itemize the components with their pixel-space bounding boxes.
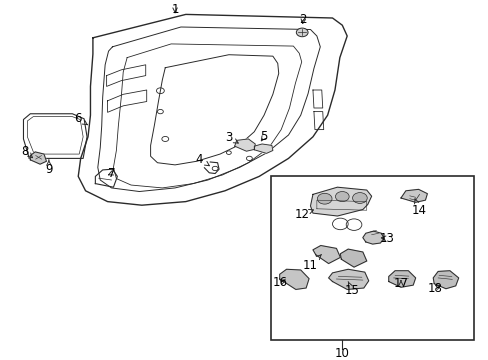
Polygon shape [388,271,415,287]
Text: 17: 17 [393,277,407,290]
Text: 8: 8 [21,145,32,158]
Polygon shape [279,269,308,289]
Circle shape [296,28,307,37]
Text: 10: 10 [334,347,349,360]
Text: 11: 11 [302,255,321,272]
Text: 18: 18 [427,282,442,294]
Text: 12: 12 [294,208,313,221]
Polygon shape [234,139,255,151]
Circle shape [335,192,348,202]
Polygon shape [30,152,46,164]
Text: 13: 13 [379,232,394,245]
Text: 5: 5 [260,130,267,143]
Text: 4: 4 [195,153,209,166]
Polygon shape [328,269,368,289]
Text: 1: 1 [171,3,179,16]
Polygon shape [312,246,340,264]
Polygon shape [400,189,427,202]
Text: 14: 14 [411,199,426,217]
Polygon shape [340,249,366,267]
Text: 6: 6 [74,112,87,125]
Bar [271,176,473,340]
Text: 15: 15 [344,282,359,297]
Text: 3: 3 [224,131,238,144]
Text: 2: 2 [299,13,306,26]
Text: 7: 7 [107,167,115,180]
Text: 9: 9 [45,160,53,176]
Circle shape [352,193,366,203]
Polygon shape [362,231,383,244]
Polygon shape [432,271,458,289]
Text: 16: 16 [272,276,286,289]
Polygon shape [310,187,371,216]
Polygon shape [254,144,272,153]
Circle shape [317,193,331,204]
